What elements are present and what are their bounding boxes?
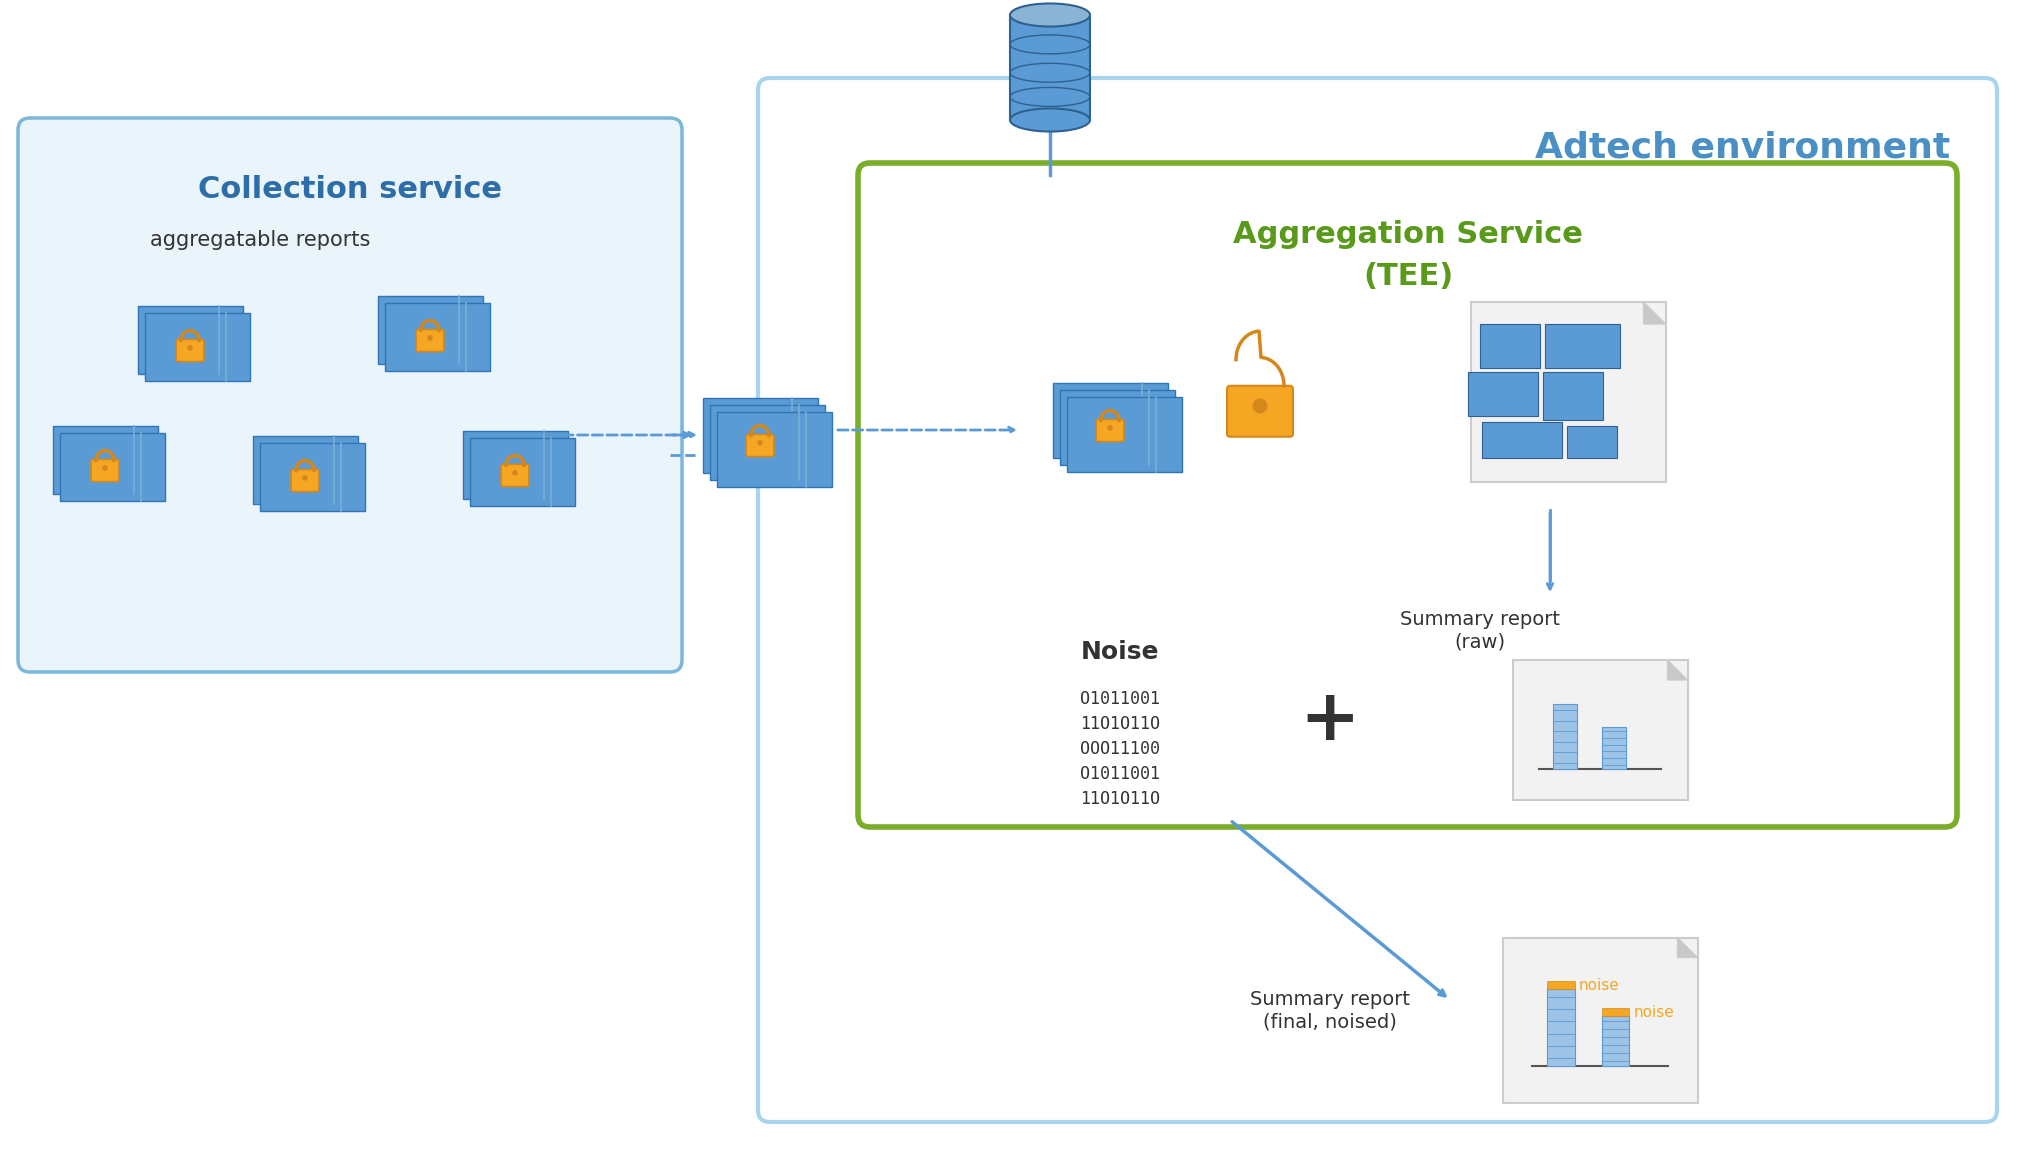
Text: aggregatable reports: aggregatable reports	[150, 230, 370, 251]
Text: Noise: Noise	[1081, 640, 1158, 664]
Bar	[717, 412, 831, 486]
Bar	[378, 296, 482, 364]
Bar	[1467, 372, 1538, 416]
Text: O1011001
11O1O11O
OOO11100
O1011001
11O1O11O: O1011001 11O1O11O OOO11100 O1011001 11O1…	[1079, 690, 1160, 809]
FancyBboxPatch shape	[18, 118, 683, 672]
Bar	[59, 433, 165, 501]
Bar	[1601, 727, 1626, 769]
Bar	[144, 313, 250, 380]
Bar	[1601, 1008, 1630, 1016]
Circle shape	[1252, 399, 1268, 413]
Circle shape	[102, 465, 108, 471]
Bar	[1552, 704, 1577, 769]
Text: (TEE): (TEE)	[1363, 262, 1453, 291]
Text: Summary report
(final, noised): Summary report (final, noised)	[1250, 989, 1410, 1031]
Circle shape	[187, 345, 193, 350]
Ellipse shape	[1010, 3, 1089, 27]
Circle shape	[758, 440, 762, 445]
FancyBboxPatch shape	[858, 164, 1957, 827]
Polygon shape	[1668, 660, 1687, 680]
Bar	[1502, 937, 1697, 1102]
Bar	[1053, 383, 1168, 457]
FancyBboxPatch shape	[758, 78, 1997, 1122]
FancyBboxPatch shape	[1227, 386, 1292, 437]
Circle shape	[512, 470, 518, 476]
Bar	[1067, 397, 1181, 471]
Bar	[1481, 422, 1563, 458]
FancyBboxPatch shape	[91, 459, 120, 481]
Text: noise: noise	[1579, 978, 1620, 993]
FancyBboxPatch shape	[291, 470, 319, 492]
Circle shape	[1107, 425, 1114, 430]
Bar	[703, 398, 817, 472]
Text: Summary report
(raw): Summary report (raw)	[1400, 610, 1561, 651]
Polygon shape	[1644, 302, 1666, 324]
Bar	[260, 443, 364, 512]
Bar	[463, 432, 567, 499]
Bar	[1010, 15, 1089, 119]
Bar	[1479, 324, 1540, 368]
Bar	[1567, 426, 1617, 458]
Text: noise: noise	[1634, 1005, 1674, 1020]
Bar	[1471, 302, 1666, 483]
Text: Adtech environment: Adtech environment	[1534, 130, 1951, 164]
FancyBboxPatch shape	[177, 340, 203, 362]
Text: +: +	[1300, 686, 1359, 754]
Bar	[1512, 660, 1687, 800]
Bar	[1546, 989, 1575, 1066]
Bar	[53, 426, 158, 494]
Bar	[709, 405, 825, 479]
Bar	[1059, 390, 1174, 464]
Polygon shape	[1678, 937, 1697, 957]
FancyBboxPatch shape	[1095, 420, 1124, 442]
Text: Collection service: Collection service	[197, 175, 502, 204]
Bar	[384, 303, 490, 371]
Bar	[138, 306, 242, 374]
Circle shape	[427, 335, 433, 341]
Bar	[1546, 981, 1575, 989]
Bar	[252, 436, 358, 503]
Bar	[469, 438, 575, 506]
Bar	[1544, 324, 1620, 368]
Circle shape	[303, 476, 307, 480]
Bar	[1542, 372, 1603, 420]
Text: Aggregation Service: Aggregation Service	[1233, 220, 1583, 249]
FancyBboxPatch shape	[746, 434, 774, 457]
Ellipse shape	[1010, 108, 1089, 131]
FancyBboxPatch shape	[502, 464, 528, 486]
Bar	[1601, 1016, 1630, 1066]
FancyBboxPatch shape	[417, 329, 443, 351]
